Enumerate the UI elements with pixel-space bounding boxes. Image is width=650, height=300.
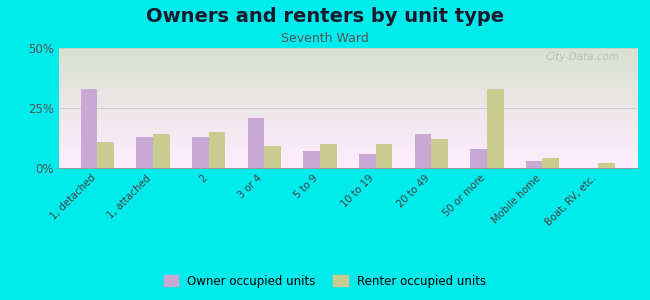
Bar bbox=[376, 144, 392, 168]
Text: City-Data.com: City-Data.com bbox=[545, 52, 619, 61]
Bar bbox=[98, 142, 114, 168]
Text: Owners and renters by unit type: Owners and renters by unit type bbox=[146, 8, 504, 26]
Bar bbox=[415, 134, 431, 168]
Bar bbox=[359, 154, 376, 168]
Bar bbox=[192, 137, 209, 168]
Bar bbox=[543, 158, 559, 168]
Bar bbox=[209, 132, 226, 168]
Bar bbox=[248, 118, 265, 168]
Bar bbox=[320, 144, 337, 168]
Bar bbox=[265, 146, 281, 168]
Bar bbox=[431, 139, 448, 168]
Bar bbox=[153, 134, 170, 168]
Legend: Owner occupied units, Renter occupied units: Owner occupied units, Renter occupied un… bbox=[161, 271, 489, 291]
Bar bbox=[304, 151, 320, 168]
Text: Seventh Ward: Seventh Ward bbox=[281, 32, 369, 44]
Bar bbox=[526, 161, 543, 168]
Bar bbox=[487, 89, 504, 168]
Bar bbox=[136, 137, 153, 168]
Bar bbox=[470, 149, 487, 168]
Bar bbox=[598, 163, 615, 168]
Bar bbox=[81, 89, 98, 168]
